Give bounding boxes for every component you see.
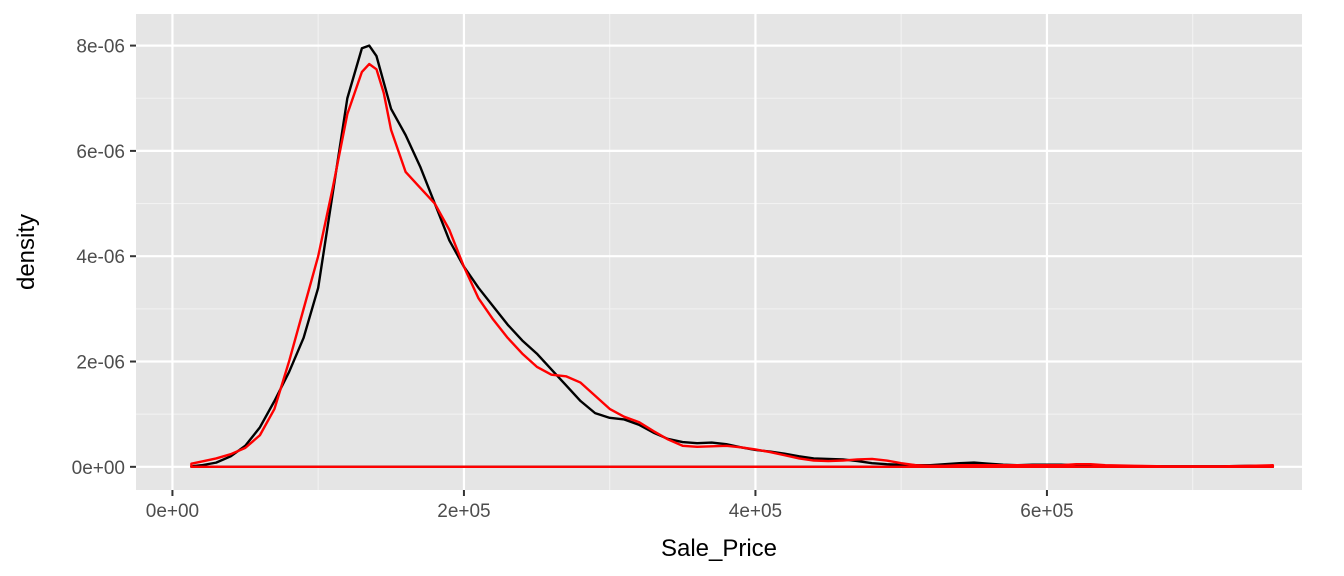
tick-labels: 0e+00 2e+05 4e+05 6e+05 0e+00 2e-06 4e-06 6e-06… — [72, 37, 1074, 522]
x-axis-title: Sale_Price — [661, 535, 777, 562]
axis-ticks — [130, 44, 1048, 496]
x-tick-label: 6e+05 — [1020, 501, 1073, 522]
x-tick-label: 4e+05 — [729, 501, 782, 522]
y-tick-label: 2e-06 — [76, 353, 125, 374]
x-tick-label: 2e+05 — [437, 501, 490, 522]
y-tick-label: 4e-06 — [76, 247, 125, 268]
y-tick-label: 6e-06 — [76, 142, 125, 163]
y-tick-label: 0e+00 — [72, 458, 125, 479]
y-tick-label: 8e-06 — [76, 37, 125, 58]
density-series-2 — [190, 62, 1275, 469]
density-curves — [190, 44, 1275, 469]
y-axis-title: density — [13, 214, 40, 290]
x-tick-label: 0e+00 — [146, 501, 199, 522]
plot-panel — [136, 14, 1302, 490]
